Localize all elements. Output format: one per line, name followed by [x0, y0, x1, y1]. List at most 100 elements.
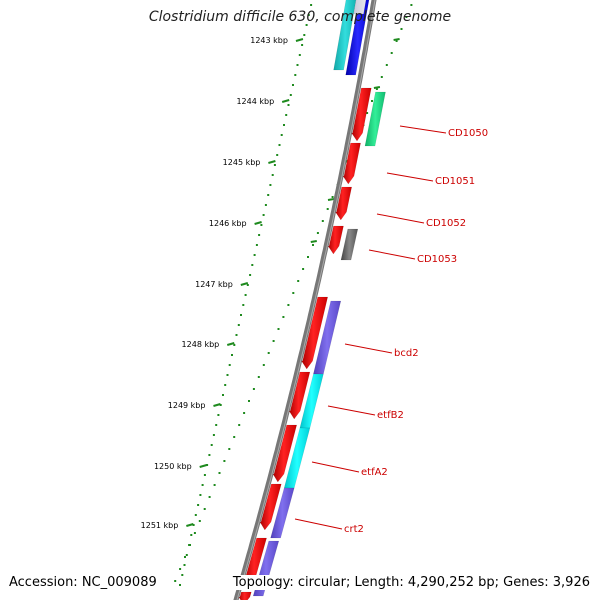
outer-dot [400, 28, 403, 30]
outer-dot [321, 220, 324, 222]
outer-dot [277, 328, 280, 330]
outer-dot [208, 496, 211, 498]
topology-text: Topology: circular; Length: 4,290,252 bp… [232, 575, 590, 590]
gene-arrow-red [335, 186, 353, 221]
outer-dot [380, 76, 383, 78]
outer-dot [243, 412, 246, 414]
outer-dot [326, 208, 329, 210]
outer-dot [189, 544, 191, 546]
tick-dot [280, 134, 283, 136]
tick-dot [219, 404, 222, 406]
genome-backbone [233, 0, 377, 600]
outer-dot [316, 232, 319, 234]
outer-dot [218, 472, 221, 474]
outer-dot [405, 16, 408, 18]
tick-dot [271, 174, 274, 176]
outer-dot [331, 196, 334, 198]
outer-dot [238, 424, 241, 426]
gene-labels: CD1050 CD1051 CD1052 CD1053 bcd2 etfB2 etfA2 cr… [294, 125, 488, 535]
outer-dot [292, 292, 295, 294]
tick-dot [285, 114, 288, 116]
tick-dot [289, 94, 292, 96]
gene-block-green [364, 91, 386, 147]
tick-dot [260, 224, 263, 226]
kbp-tick [240, 282, 249, 286]
outer-tick [393, 38, 400, 41]
tick-dot [226, 374, 229, 376]
kbp-label: 1246 kbp [209, 219, 247, 228]
tick-dot [192, 524, 195, 526]
gene-label: CD1052 [426, 218, 466, 229]
outer-dot [366, 112, 369, 114]
kbp-label: 1245 kbp [223, 158, 261, 167]
tick-dot [294, 74, 297, 76]
outer-dot [312, 244, 314, 246]
tick-dot [224, 384, 227, 386]
map-title: Clostridium difficile 630, complete geno… [148, 9, 452, 25]
outer-dot [228, 448, 231, 450]
tick-ring [174, 4, 413, 586]
tick-dot [206, 464, 209, 466]
kbp-tick [254, 221, 262, 225]
gene-track [238, 0, 386, 600]
tick-dot [244, 294, 247, 296]
tick-dot [296, 64, 299, 66]
tick-dot [246, 284, 249, 286]
kbp-label: 1244 kbp [236, 97, 274, 106]
gene-leader-line [368, 249, 416, 260]
outer-dot [179, 568, 182, 570]
tick-dot [267, 194, 270, 196]
outer-tick [373, 86, 381, 89]
tick-dot [262, 214, 265, 216]
kbp-tick [226, 342, 235, 346]
tick-dot [233, 344, 236, 346]
gene-arrow-red [301, 296, 329, 370]
gene-arrow-red [342, 142, 361, 185]
tick-dot [269, 184, 272, 186]
kbp-label: 1249 kbp [168, 401, 206, 410]
tick-dot [307, 14, 310, 16]
gene-arrow-red [288, 371, 311, 420]
gene-block-blue [345, 0, 370, 76]
kbp-tick [295, 38, 304, 42]
tick-dot [310, 4, 313, 6]
tick-dot [305, 24, 308, 26]
gene-leader-line [344, 343, 393, 354]
tick-dot [287, 104, 290, 106]
tick-dot [237, 324, 240, 326]
gene-block-purple [270, 487, 295, 539]
tick-dot [183, 564, 186, 566]
gene-leader-line [311, 461, 360, 473]
tick-dot [251, 264, 254, 266]
outer-dot [371, 100, 373, 102]
tick-dot [199, 494, 202, 496]
tick-dot [231, 354, 233, 356]
outer-dot [223, 460, 226, 462]
gene-leader-line [294, 518, 343, 530]
gene-block-faded [353, 0, 367, 15]
tick-dot [249, 274, 252, 276]
tick-dot [194, 514, 197, 516]
kbp-label: 1248 kbp [182, 340, 220, 349]
tick-dot [217, 414, 220, 416]
gene-arrow-red [259, 483, 282, 531]
gene-label: bcd2 [394, 348, 419, 359]
outer-dot [375, 88, 378, 90]
gene-label: etfA2 [361, 467, 388, 478]
tick-dot [242, 304, 245, 306]
outer-dot [267, 352, 270, 354]
outer-dot [262, 364, 265, 366]
outer-dot [257, 376, 260, 378]
tick-dot [298, 54, 301, 56]
tick-dot [228, 364, 231, 366]
gene-label: CD1051 [435, 176, 475, 187]
kbp-tick [281, 99, 290, 103]
gene-label: CD1050 [448, 128, 488, 139]
kbp-label: 1250 kbp [154, 462, 192, 471]
tick-dot [264, 204, 267, 206]
gene-arrow-red [351, 87, 372, 142]
kbp-tick [199, 464, 207, 468]
tick-dot [210, 444, 213, 446]
outer-dot [385, 64, 388, 66]
